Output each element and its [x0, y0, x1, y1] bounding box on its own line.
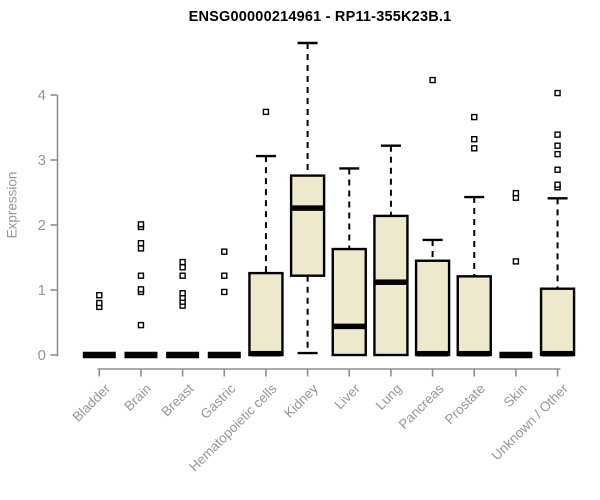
median-line [250, 350, 282, 357]
outlier-point [137, 321, 145, 329]
box [539, 287, 576, 357]
outlier-point [221, 288, 228, 296]
collapsed-box [166, 351, 200, 359]
outlier-point [179, 264, 186, 271]
outlier-point [96, 292, 103, 299]
outlier-point [512, 189, 520, 197]
outlier-point [137, 272, 145, 279]
collapsed-box [207, 351, 241, 359]
box [456, 275, 492, 357]
box [373, 214, 409, 357]
median-line [458, 350, 490, 357]
collapsed-box [82, 351, 116, 359]
outlier-point [554, 166, 561, 173]
outlier-point [179, 258, 186, 266]
outlier-point [137, 239, 145, 247]
outlier-point [429, 76, 436, 84]
outlier-point [554, 142, 561, 149]
outlier-point [221, 248, 228, 255]
outlier-point [262, 108, 270, 116]
box [289, 174, 326, 277]
outlier-point [221, 272, 228, 279]
outlier-point [96, 299, 103, 307]
outlier-point [137, 245, 145, 252]
box [331, 247, 367, 357]
outlier-point [554, 89, 561, 97]
outlier-point [554, 181, 561, 188]
outlier-point [512, 258, 520, 265]
outlier-point [471, 135, 478, 143]
outlier-point [554, 131, 561, 138]
collapsed-box [124, 351, 158, 359]
collapsed-box [499, 351, 533, 359]
median-line [375, 279, 407, 285]
outlier-point [471, 145, 478, 152]
outlier-point [471, 113, 478, 121]
outlier-point [137, 221, 145, 228]
y-tick-label: 0 [38, 347, 46, 364]
chart-title: ENSG00000214961 - RP11-355K23B.1 [188, 9, 452, 25]
box [248, 271, 284, 357]
outlier-point [179, 290, 186, 297]
y-tick-label: 1 [38, 282, 46, 299]
median-line [333, 323, 365, 330]
median-line [292, 205, 324, 211]
y-tick-label: 4 [38, 87, 46, 104]
y-tick-label: 2 [38, 217, 46, 234]
outlier-point [179, 272, 186, 279]
outlier-point [137, 286, 145, 293]
box [414, 259, 451, 357]
median-line [542, 350, 574, 357]
y-tick-label: 3 [38, 152, 46, 169]
median-line [417, 350, 449, 357]
outlier-point [554, 150, 561, 158]
